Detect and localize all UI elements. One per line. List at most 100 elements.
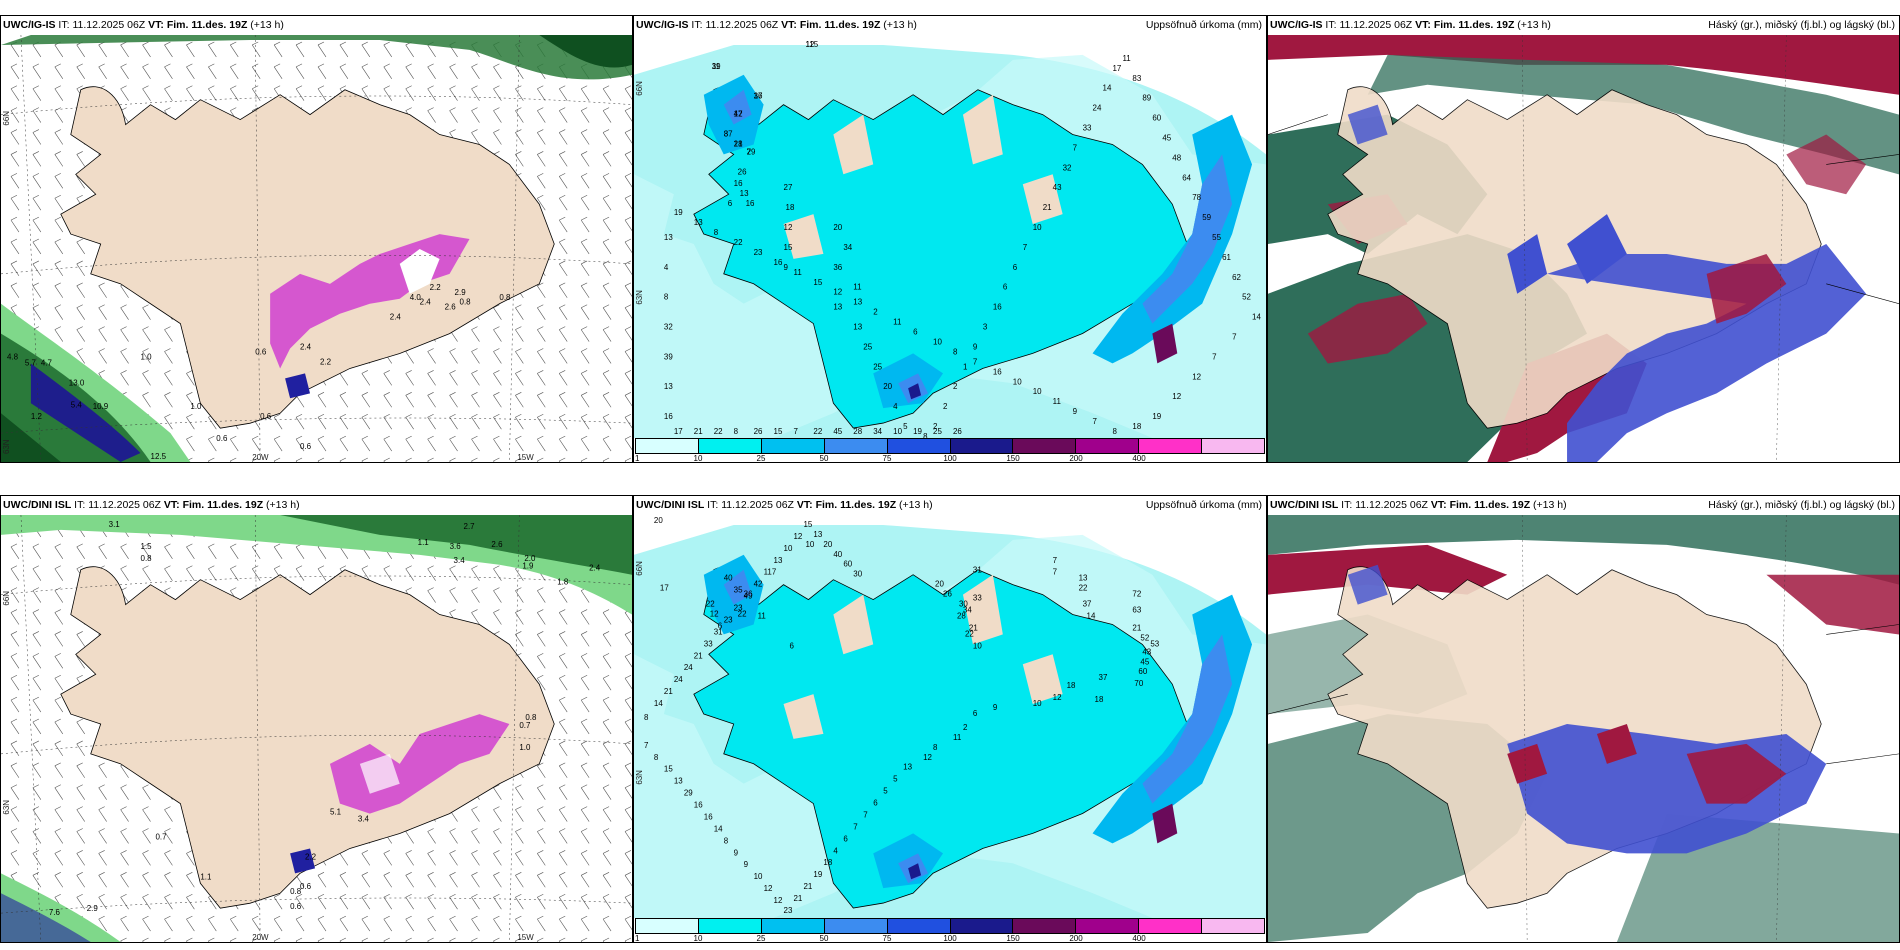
wind-barb <box>493 392 502 408</box>
wind-barb <box>383 41 393 58</box>
map-value-label: 16 <box>774 258 783 267</box>
wind-barb <box>76 893 85 910</box>
precip-map[interactable]: 12 11 37 47 37 18 29 26 16 13 16 6 27 18 12 15 9 20 34 36 11… <box>634 35 1266 438</box>
wind-barb <box>54 850 64 866</box>
map-value-label: 36 <box>833 263 842 272</box>
wind-barb <box>295 85 305 101</box>
wind-barb <box>427 107 436 123</box>
wind-barb <box>449 937 456 942</box>
wind-barb <box>54 304 64 320</box>
map-value-label: 2 <box>873 308 878 317</box>
map-value-label: 7 <box>1053 556 1058 565</box>
wind-barb <box>537 413 546 430</box>
colorbar-tick-label: 10 <box>693 934 703 943</box>
wind-barb <box>427 413 436 430</box>
wind-barb <box>54 872 64 888</box>
wind-barb <box>602 282 612 298</box>
svg-text:63N: 63N <box>2 800 11 815</box>
wind-barb <box>76 63 85 79</box>
wind-barb <box>10 151 20 167</box>
wind-snow-map[interactable]: 66N 63N 20W 15W 4.8 5.7 4.7 1.0 13.0 5.4 10.9 1… <box>1 35 632 462</box>
wind-barb <box>624 370 632 385</box>
map-value-label: 2.2 <box>320 357 332 366</box>
wind-barb <box>54 238 64 255</box>
map-value-label: 17 <box>674 427 683 436</box>
wind-barb <box>98 784 107 800</box>
wind-barb <box>54 260 64 277</box>
map-value-label: 8 <box>664 293 669 302</box>
wind-snow-map[interactable]: 66N 63N 20W 15W 3.1 1.5 0.8 2.7 1.1 3.6 2.6 3.4… <box>1 515 632 942</box>
wind-barb <box>471 435 480 452</box>
wind-barb <box>295 893 305 910</box>
wind-barb <box>427 85 436 101</box>
wind-barb <box>405 85 414 101</box>
map-value-label: 64 <box>1182 173 1191 182</box>
map-value-label: 1.8 <box>557 578 569 587</box>
cloud-map[interactable] <box>1268 35 1899 462</box>
wind-barb <box>471 587 480 603</box>
wind-barb <box>142 565 151 581</box>
wind-barb <box>361 565 371 581</box>
colorbar-tick-label: 100 <box>943 934 957 943</box>
map-value-label: 40 <box>724 574 733 583</box>
map-value-label: 14 <box>714 824 723 833</box>
wind-barb <box>186 413 195 430</box>
map-value-label: 0.6 <box>216 434 228 443</box>
wind-barb <box>251 915 261 932</box>
precip-panel-row2: UWC/DINI ISL IT: 11.12.2025 06Z VT: Fim.… <box>633 495 1267 943</box>
wind-panel-row2: UWC/DINI ISL IT: 11.12.2025 06Z VT: Fim.… <box>0 495 633 943</box>
map-value-label: 22 <box>813 427 822 436</box>
map-value-label: 10.9 <box>93 402 109 411</box>
wind-barb <box>449 370 458 386</box>
wind-barb <box>449 348 458 364</box>
map-value-label: 2 <box>963 723 968 732</box>
wind-barb <box>580 260 590 277</box>
precip-map[interactable]: 20 10 17 40 35 36 22 12 22 11 6 6 31 20 26 33 30 34 28 21 22… <box>634 515 1266 918</box>
wind-barb <box>10 194 20 211</box>
wind-barb <box>32 173 42 189</box>
wind-barb <box>164 326 173 342</box>
map-value-label: 2.9 <box>455 288 467 297</box>
map-value-label: 22 <box>714 427 723 436</box>
wind-barb <box>383 435 393 452</box>
map-value-label: 35 <box>734 586 743 595</box>
map-value-label: 5.4 <box>71 400 83 409</box>
wind-barb <box>230 41 239 58</box>
wind-barb <box>251 63 261 79</box>
panel-title: UWC/DINI ISL IT: 11.12.2025 06Z VT: Fim.… <box>634 496 1266 515</box>
map-value-label: 6 <box>873 799 878 808</box>
wind-barb <box>54 784 64 800</box>
wind-barb <box>339 435 349 452</box>
wind-barb <box>54 718 64 735</box>
map-value-label: 16 <box>704 812 713 821</box>
wind-barb <box>120 806 129 822</box>
wind-barb <box>602 457 610 462</box>
map-value-label: 12 <box>1053 693 1062 702</box>
map-value-label: 2.4 <box>589 564 601 573</box>
wind-barb <box>164 828 173 844</box>
panel-title: UWC/DINI ISL IT: 11.12.2025 06Z VT: Fim.… <box>1 496 632 515</box>
wind-barb <box>186 63 195 79</box>
map-value-label: 11 <box>793 268 802 277</box>
map-value-label: 0.6 <box>300 442 312 451</box>
wind-barb <box>449 392 458 408</box>
wind-barb <box>493 565 502 581</box>
wind-barb <box>164 543 173 559</box>
wind-barb <box>142 392 151 408</box>
wind-barb <box>515 151 524 167</box>
map-value-label: 0.8 <box>460 298 472 307</box>
map-value-label: 37 <box>754 92 763 101</box>
wind-barb <box>515 587 524 603</box>
wind-barb <box>471 872 480 888</box>
map-value-label: 49 <box>744 592 753 601</box>
cloud-map[interactable] <box>1268 515 1899 942</box>
map-value-label: 45 <box>833 427 842 436</box>
wind-barb <box>251 435 261 452</box>
map-value-label: 7 <box>1053 568 1058 577</box>
map-value-label: 83 <box>1132 74 1141 83</box>
map-value-label: 2.6 <box>491 540 503 549</box>
wind-barb <box>230 435 239 452</box>
wind-barb <box>186 543 195 559</box>
wind-barb <box>471 129 480 145</box>
wind-barb <box>186 392 195 408</box>
